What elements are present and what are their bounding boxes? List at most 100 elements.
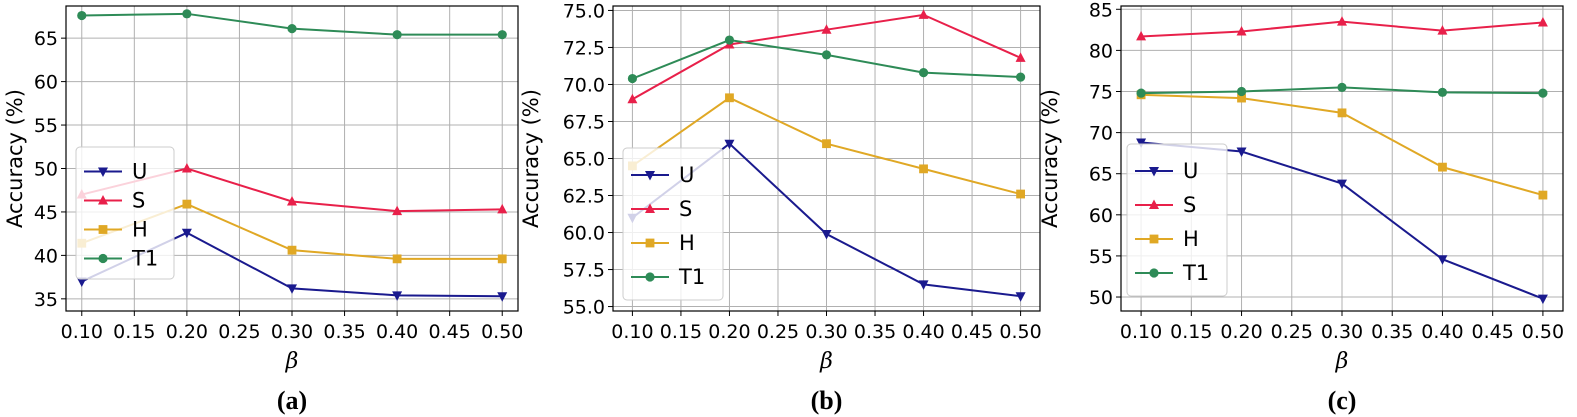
data-point-s	[1437, 25, 1448, 35]
data-point-h	[182, 199, 192, 209]
axes-frame	[1120, 5, 1564, 312]
data-point-u	[1136, 138, 1147, 148]
x-tick-label: 0.45	[951, 321, 993, 343]
data-point-t1	[287, 23, 297, 34]
data-point-u	[724, 139, 735, 150]
legend-label-u: U	[1183, 159, 1198, 183]
data-point-s	[1337, 16, 1347, 26]
data-point-s	[627, 93, 638, 104]
y-tick-label: 65	[1089, 164, 1113, 186]
x-tick-label: 0.30	[271, 321, 313, 343]
data-point-u	[287, 284, 297, 294]
legend-marker-h	[98, 225, 108, 234]
data-point-h	[497, 254, 507, 264]
y-tick-label: 80	[1089, 40, 1113, 62]
data-point-t1	[918, 68, 929, 78]
data-point-s	[821, 24, 832, 34]
legend-marker-s	[1149, 199, 1159, 209]
y-tick-label: 70.0	[563, 74, 605, 96]
legend-marker-u	[98, 167, 108, 177]
x-tick-label: 0.15	[113, 321, 155, 343]
legend-marker-s	[98, 195, 108, 205]
data-point-h	[919, 164, 928, 174]
chart-panel-1: 0.10 0.15 0.20 0.25 0.30 0.35 0.40 0.45 0.50 35 40…	[3, 5, 523, 415]
data-point-s	[1015, 52, 1026, 62]
legend-label-s: S	[679, 197, 692, 221]
legend-label-t1: T1	[678, 265, 705, 289]
x-tick-label: 0.35	[323, 321, 365, 343]
data-point-s	[1537, 16, 1548, 27]
y-tick-label: 65	[34, 28, 58, 50]
y-tick-label: 70	[1089, 123, 1113, 145]
y-axis-title: Accuracy (%)	[3, 89, 27, 228]
legend-marker-s	[645, 203, 655, 213]
x-tick-label: 0.35	[1371, 321, 1413, 343]
y-tick-label: 65.0	[563, 149, 605, 171]
x-tick-label: 0.15	[1170, 321, 1212, 343]
legend: USH T1	[1126, 143, 1228, 297]
data-point-t1	[77, 10, 87, 21]
x-tick-label: 0.50	[1522, 321, 1564, 343]
y-axis-title: Accuracy (%)	[519, 89, 543, 228]
legend-marker-h	[645, 238, 655, 248]
data-point-s	[497, 203, 508, 214]
x-tick-label: 0.10	[1120, 321, 1162, 343]
axes-frame	[65, 5, 519, 312]
x-tick-label: 0.10	[61, 321, 103, 343]
x-tick-label: 0.20	[708, 321, 750, 343]
x-axis-title: β	[285, 349, 299, 374]
data-point-h	[725, 93, 734, 103]
legend-marker-t1	[1149, 268, 1159, 278]
data-point-s	[1136, 30, 1147, 41]
data-point-s	[287, 196, 297, 206]
data-point-t1	[821, 50, 832, 60]
data-point-h	[287, 245, 297, 255]
data-point-t1	[497, 30, 507, 40]
y-tick-label: 50	[1089, 287, 1113, 309]
data-point-h	[1337, 108, 1347, 118]
x-axis-title: β	[819, 349, 833, 374]
x-axis-title: β	[1335, 349, 1349, 374]
y-tick-label: 55.0	[563, 297, 605, 319]
legend-label-t1: T1	[1182, 261, 1209, 285]
legend-label-t1: T1	[131, 247, 158, 271]
legend-marker-u	[645, 171, 655, 181]
data-point-s	[1236, 25, 1247, 36]
panel-label: (c)	[1328, 386, 1357, 415]
legend-label-h: H	[1183, 227, 1199, 251]
data-point-h	[1538, 190, 1548, 200]
data-point-h	[1237, 93, 1246, 103]
y-axis-title: Accuracy (%)	[1038, 89, 1062, 228]
data-point-u	[1337, 179, 1347, 190]
data-point-t1	[1337, 82, 1347, 92]
legend-label-u: U	[132, 160, 147, 184]
data-point-u	[918, 280, 929, 290]
legend: USH T1	[622, 147, 724, 301]
x-tick-label: 0.25	[757, 321, 799, 343]
y-tick-label: 35	[34, 289, 58, 311]
x-tick-label: 0.10	[611, 321, 653, 343]
y-tick-label: 60	[1089, 205, 1113, 227]
data-point-t1	[1015, 72, 1026, 82]
x-tick-label: 0.20	[1220, 321, 1262, 343]
y-tick-label: 62.5	[563, 186, 605, 208]
x-tick-label: 0.35	[854, 321, 896, 343]
data-point-h	[392, 254, 402, 264]
legend-marker-t1	[98, 253, 108, 264]
axes-frame	[612, 5, 1041, 312]
data-point-t1	[724, 35, 735, 45]
y-tick-label: 45	[34, 202, 58, 224]
x-tick-label: 0.25	[218, 321, 260, 343]
data-point-h	[1438, 162, 1447, 172]
y-tick-label: 60.0	[563, 223, 605, 245]
data-point-u	[181, 228, 192, 239]
legend-label-h: H	[132, 218, 148, 242]
data-point-u	[1236, 147, 1247, 158]
legend-marker-u	[1149, 167, 1159, 177]
data-point-t1	[1437, 87, 1448, 97]
x-tick-label: 0.40	[376, 321, 418, 343]
x-tick-label: 0.40	[902, 321, 944, 343]
x-tick-label: 0.20	[166, 321, 208, 343]
